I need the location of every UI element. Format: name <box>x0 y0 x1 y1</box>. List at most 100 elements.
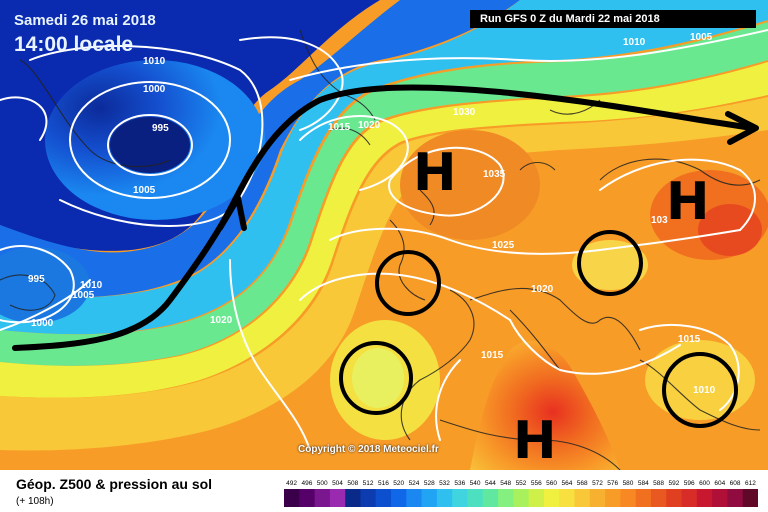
scale-label: 500 <box>317 480 328 487</box>
isobar-label: 995 <box>28 274 45 285</box>
z500-band-yellow <box>0 62 768 398</box>
isobar-label: 1035 <box>483 169 506 180</box>
scale-label: 604 <box>714 480 725 487</box>
scale-swatch <box>574 489 591 507</box>
legend-title: Géop. Z500 & pression au sol <box>16 476 213 492</box>
isobar-label: 995 <box>152 123 169 134</box>
isobar-labels: 1010 1000 995 1005 1015 1020 1030 1035 1… <box>28 32 716 396</box>
scale-swatch <box>651 489 667 507</box>
isobar-label: 1030 <box>453 107 476 118</box>
z500-low-center <box>110 117 190 173</box>
scale-label: 496 <box>301 480 312 487</box>
color-scale: 492 496 500 504 508 512 516 520 524 528 532 536 540 5… <box>284 480 758 507</box>
scale-swatch <box>421 489 438 507</box>
scale-swatch <box>467 489 484 507</box>
scale-swatch <box>528 489 545 507</box>
scale-swatch <box>345 489 361 507</box>
scale-swatch <box>314 489 331 507</box>
scale-label: 544 <box>485 480 496 487</box>
scale-swatch <box>375 489 392 507</box>
isobar-label: 1005 <box>72 290 95 301</box>
scale-label: 592 <box>668 480 679 487</box>
scale-label: 516 <box>378 480 389 487</box>
scale-swatch <box>605 489 621 507</box>
model-run-banner: Run GFS 0 Z du Mardi 22 mai 2018 <box>470 10 756 28</box>
scale-label: 612 <box>745 480 756 487</box>
scale-swatch <box>589 489 606 507</box>
isobar-label: 1020 <box>210 315 233 326</box>
scale-label: 596 <box>684 480 695 487</box>
scale-label: 512 <box>363 480 374 487</box>
weather-map: H H H 1010 1000 995 1005 1015 1020 1030 … <box>0 0 768 470</box>
scale-swatch <box>681 489 698 507</box>
isobar-label: 1010 <box>623 37 646 48</box>
scale-swatch <box>360 489 377 507</box>
isobar-label: 1010 <box>693 385 716 396</box>
isobar-label: 1010 <box>143 56 166 67</box>
forecast-time: 14:00 locale <box>14 33 134 56</box>
copyright-text: Copyright © 2018 Meteociel.fr <box>298 444 439 455</box>
legend-footer: Géop. Z500 & pression au sol (+ 108h) 49… <box>0 470 768 512</box>
isobar-label: 1005 <box>690 32 713 43</box>
isobar-label: 103 <box>651 215 668 226</box>
scale-label: 580 <box>623 480 634 487</box>
isobars <box>0 29 768 451</box>
scale-label: 504 <box>332 480 343 487</box>
scale-label: 600 <box>699 480 710 487</box>
scale-swatch <box>482 489 499 507</box>
scale-label: 556 <box>531 480 542 487</box>
isobar-label: 1025 <box>492 240 515 251</box>
scale-label: 540 <box>470 480 481 487</box>
scale-swatch <box>712 489 728 507</box>
scale-swatch <box>727 489 744 507</box>
isobar-label: 1005 <box>133 185 156 196</box>
circle-alps <box>577 230 643 296</box>
z500-core-east-inner <box>698 204 762 256</box>
scale-swatch <box>513 489 530 507</box>
scale-label: 492 <box>286 480 297 487</box>
scale-swatch <box>742 489 758 507</box>
scale-swatch <box>666 489 682 507</box>
isobar-label: 1000 <box>143 84 166 95</box>
z500-iberia-inner <box>352 348 404 408</box>
scale-label: 520 <box>393 480 404 487</box>
z500-greece-yellow <box>645 340 755 420</box>
scale-label: 536 <box>454 480 465 487</box>
scale-swatch <box>635 489 652 507</box>
scale-swatch <box>391 489 407 507</box>
scale-label: 560 <box>546 480 557 487</box>
scale-swatch <box>299 489 315 507</box>
isobar-label: 1020 <box>531 284 554 295</box>
scale-swatch <box>406 489 422 507</box>
circle-bay-of-biscay <box>375 250 441 316</box>
scale-swatch <box>559 489 575 507</box>
scale-swatch <box>620 489 637 507</box>
scale-label: 528 <box>424 480 435 487</box>
isobar-label: 1010 <box>80 280 103 291</box>
scale-swatch <box>452 489 468 507</box>
pressure-centers: H H H <box>413 143 710 470</box>
scale-label: 552 <box>516 480 527 487</box>
z500-band-lightorange <box>0 97 768 451</box>
z500-alps-yellow <box>572 240 648 290</box>
scale-label: 568 <box>577 480 588 487</box>
high-center-north: H <box>413 143 457 203</box>
scale-label: 532 <box>439 480 450 487</box>
scale-swatch <box>329 489 346 507</box>
forecast-date: Samedi 26 mai 2018 <box>14 12 156 29</box>
scale-swatch <box>284 489 300 507</box>
scale-label: 548 <box>500 480 511 487</box>
scale-label: 608 <box>730 480 741 487</box>
scale-swatch <box>696 489 713 507</box>
circle-greece <box>662 352 738 428</box>
isobar-label: 1015 <box>678 334 701 345</box>
scale-label: 508 <box>347 480 358 487</box>
high-center-east: H <box>666 172 710 232</box>
isobar-label: 1000 <box>31 318 54 329</box>
scale-label: 576 <box>607 480 618 487</box>
isobar-label: 1015 <box>328 122 351 133</box>
isobar-label: 1015 <box>481 350 504 361</box>
scale-label: 584 <box>638 480 649 487</box>
scale-swatch <box>543 489 560 507</box>
